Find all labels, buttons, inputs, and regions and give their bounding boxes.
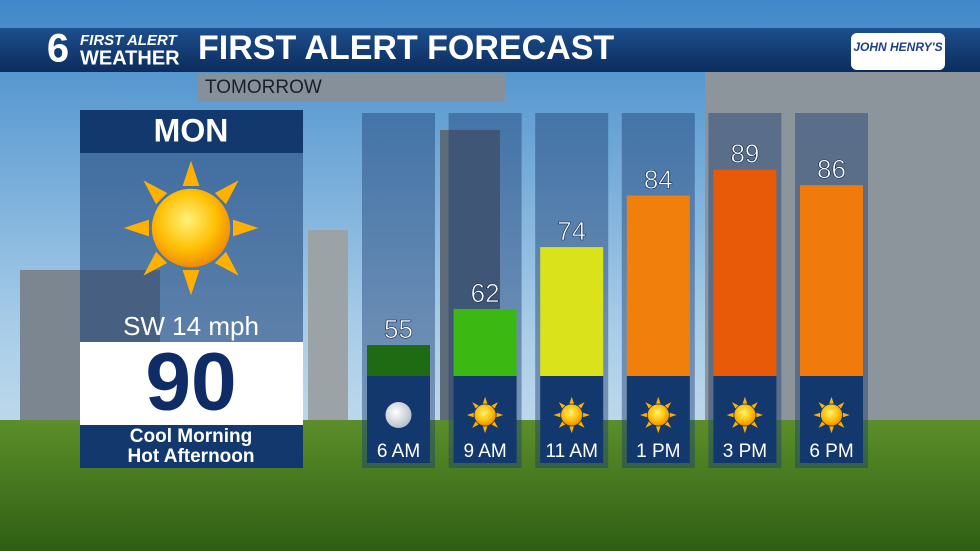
value-label: 55: [384, 314, 413, 344]
logo-number: 6: [47, 27, 69, 71]
description: Cool Morning: [130, 426, 252, 447]
value-label: 86: [817, 154, 846, 184]
sun-icon: [640, 396, 677, 434]
wind: SW 14 mph: [123, 311, 259, 341]
bar: [367, 345, 430, 376]
sun-icon: [466, 396, 504, 434]
logo-line2: WEATHER: [80, 47, 180, 69]
time-label: 3 PM: [723, 441, 767, 462]
sponsor-name: JOHN HENRY'S: [853, 40, 942, 54]
sun-icon: [123, 160, 259, 296]
bar: [453, 308, 517, 376]
building: [308, 230, 348, 420]
sponsor-logo: [851, 33, 945, 70]
high-box: [80, 342, 303, 425]
title: FIRST ALERT FORECAST: [198, 29, 614, 67]
high-temp: 90: [145, 337, 236, 428]
value-label: 89: [730, 139, 759, 169]
logo-line1: FIRST ALERT: [80, 32, 179, 49]
bar: [540, 247, 604, 376]
day-header: [80, 110, 303, 153]
header-bar: [0, 28, 980, 72]
sun-icon: [553, 396, 590, 434]
time-label: 11 AM: [545, 441, 597, 462]
time-label: 6 AM: [377, 441, 420, 462]
value-label: 84: [644, 164, 673, 194]
subtitle-bar: [198, 74, 505, 101]
moon-icon: [385, 402, 412, 428]
bar: [800, 185, 863, 376]
value-label: 74: [557, 216, 586, 246]
sun-icon: [813, 396, 850, 434]
bar: [626, 195, 690, 376]
time-label: 1 PM: [636, 441, 680, 462]
hourly-chart: 55 6 AM 62 9 AM 74 11 AM 84 1 PM 89 3 PM 86 6 PM: [362, 113, 868, 468]
sun-icon: [726, 396, 764, 434]
description-box: [80, 425, 303, 468]
value-label: 62: [471, 278, 500, 308]
bar: [713, 169, 777, 376]
day-name: MON: [154, 112, 229, 148]
subtitle: TOMORROW: [205, 77, 322, 98]
description: Hot Afternoon: [128, 446, 255, 467]
time-label: 9 AM: [463, 441, 506, 462]
time-label: 6 PM: [809, 441, 853, 462]
